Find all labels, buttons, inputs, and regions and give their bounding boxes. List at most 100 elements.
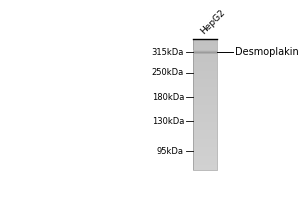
Bar (193, 131, 217, 132)
Bar (193, 77, 217, 79)
Bar (193, 85, 217, 86)
Bar (193, 79, 217, 80)
Bar (193, 147, 217, 148)
Bar (193, 118, 217, 119)
Bar (193, 59, 217, 60)
Bar (193, 130, 217, 131)
Bar (193, 117, 217, 118)
Bar (193, 113, 217, 115)
Bar (193, 161, 217, 163)
Bar (193, 76, 217, 78)
Bar (193, 63, 217, 64)
Bar (193, 69, 217, 70)
Bar (193, 70, 217, 71)
Bar (193, 50, 217, 51)
Bar (193, 57, 217, 58)
Bar (193, 166, 217, 167)
Bar (193, 71, 217, 72)
Bar (193, 168, 217, 169)
Bar (193, 140, 217, 141)
Bar (193, 53, 217, 55)
Bar (193, 72, 217, 73)
Bar (193, 53, 217, 54)
Bar (193, 87, 217, 88)
Bar (193, 86, 217, 87)
Bar (193, 73, 217, 74)
Bar (193, 61, 217, 62)
Bar (193, 163, 217, 164)
Bar (193, 75, 217, 76)
Bar (193, 129, 217, 130)
Bar (193, 104, 217, 105)
Bar (193, 56, 217, 57)
Bar (193, 97, 217, 98)
Bar (193, 89, 217, 91)
Bar (193, 50, 217, 51)
Bar (193, 101, 217, 103)
Bar (193, 122, 217, 123)
Bar (193, 52, 217, 53)
Bar (193, 156, 217, 157)
Bar (193, 136, 217, 138)
Bar (193, 68, 217, 69)
Bar (193, 92, 217, 93)
Bar (193, 121, 217, 122)
Bar (193, 100, 217, 102)
Bar (193, 93, 217, 94)
Bar (193, 41, 217, 43)
Bar (193, 51, 217, 52)
Bar (193, 165, 217, 166)
Bar (193, 74, 217, 75)
Text: HepG2: HepG2 (199, 8, 226, 36)
Bar (193, 81, 217, 82)
Bar (193, 124, 217, 126)
Bar (193, 128, 217, 129)
Bar (193, 151, 217, 152)
Text: Desmoplakin: Desmoplakin (235, 47, 299, 57)
Bar (193, 51, 217, 52)
Bar (193, 45, 217, 46)
Bar (193, 159, 217, 160)
Bar (193, 44, 217, 45)
Bar (193, 158, 217, 159)
Bar (193, 123, 217, 124)
Bar (193, 139, 217, 140)
Bar (193, 52, 217, 53)
Bar (193, 91, 217, 92)
Bar (193, 55, 217, 56)
Bar (193, 145, 217, 146)
Bar (193, 137, 217, 139)
Bar (193, 120, 217, 121)
Bar (193, 105, 217, 106)
Bar (193, 65, 217, 67)
Bar (193, 144, 217, 145)
Bar (193, 47, 217, 48)
Bar (193, 108, 217, 109)
Bar (193, 107, 217, 108)
Bar (193, 84, 217, 85)
Bar (193, 40, 217, 42)
Bar (193, 169, 217, 170)
Bar (193, 43, 217, 44)
Bar (193, 157, 217, 158)
Bar (193, 80, 217, 81)
Bar (193, 58, 217, 59)
Bar (193, 134, 217, 135)
Bar (193, 96, 217, 97)
Bar (193, 53, 217, 54)
Bar (193, 106, 217, 107)
Bar (193, 152, 217, 153)
Bar (193, 135, 217, 136)
Bar (193, 143, 217, 144)
Bar (193, 110, 217, 111)
Bar (193, 153, 217, 154)
Bar (193, 49, 217, 50)
Bar (193, 111, 217, 112)
Bar (193, 155, 217, 156)
Bar (193, 60, 217, 61)
Bar (193, 64, 217, 66)
Bar (193, 88, 217, 90)
Bar (193, 115, 217, 116)
Bar (193, 149, 217, 151)
Bar (193, 141, 217, 142)
